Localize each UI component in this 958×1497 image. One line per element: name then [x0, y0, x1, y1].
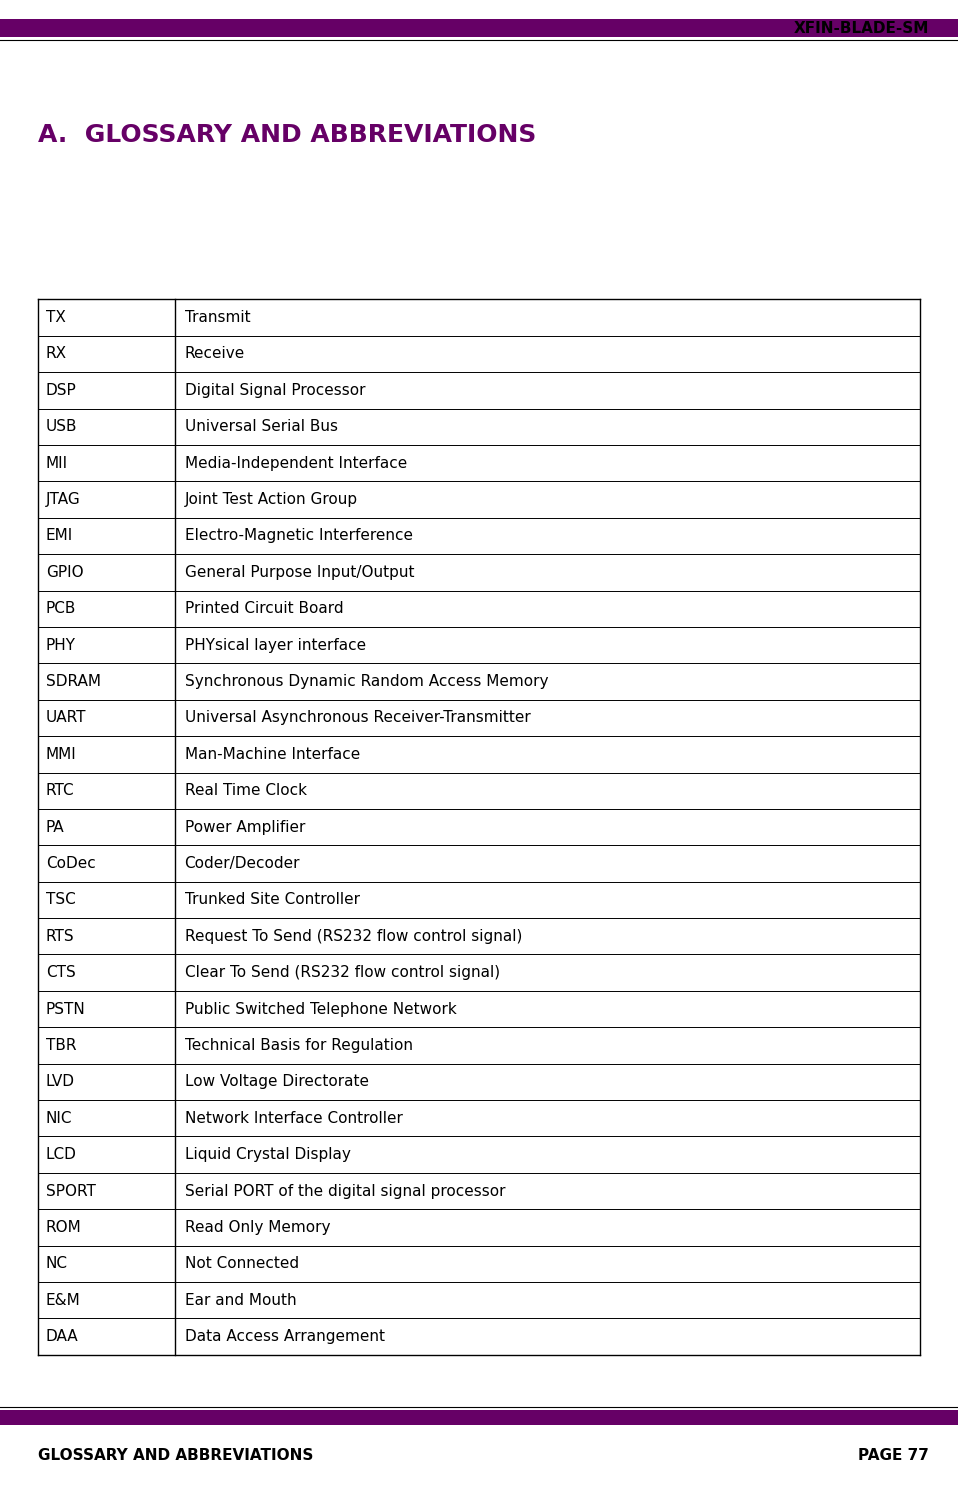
Text: RX: RX — [46, 346, 67, 361]
Text: UART: UART — [46, 711, 86, 726]
Text: Man-Machine Interface: Man-Machine Interface — [185, 747, 360, 762]
Text: Printed Circuit Board: Printed Circuit Board — [185, 602, 343, 617]
Text: A.  GLOSSARY AND ABBREVIATIONS: A. GLOSSARY AND ABBREVIATIONS — [38, 123, 536, 147]
Text: RTS: RTS — [46, 928, 75, 943]
Text: PHY: PHY — [46, 638, 76, 653]
Text: PHYsical layer interface: PHYsical layer interface — [185, 638, 366, 653]
Text: PCB: PCB — [46, 602, 77, 617]
Text: MII: MII — [46, 455, 68, 470]
Text: JTAG: JTAG — [46, 493, 80, 507]
Text: Serial PORT of the digital signal processor: Serial PORT of the digital signal proces… — [185, 1184, 505, 1199]
Text: RTC: RTC — [46, 783, 75, 798]
Text: CTS: CTS — [46, 966, 76, 981]
Text: DAA: DAA — [46, 1329, 79, 1344]
Text: Network Interface Controller: Network Interface Controller — [185, 1111, 402, 1126]
Text: Ear and Mouth: Ear and Mouth — [185, 1293, 296, 1308]
Text: E&M: E&M — [46, 1293, 80, 1308]
Bar — [0, 1410, 958, 1425]
Text: DSP: DSP — [46, 383, 77, 398]
Text: Power Amplifier: Power Amplifier — [185, 819, 305, 835]
Text: Not Connected: Not Connected — [185, 1256, 299, 1271]
Text: Electro-Magnetic Interference: Electro-Magnetic Interference — [185, 528, 413, 543]
Text: SPORT: SPORT — [46, 1184, 96, 1199]
Text: Digital Signal Processor: Digital Signal Processor — [185, 383, 365, 398]
Text: LCD: LCD — [46, 1147, 77, 1162]
Text: Request To Send (RS232 flow control signal): Request To Send (RS232 flow control sign… — [185, 928, 522, 943]
Text: Media-Independent Interface: Media-Independent Interface — [185, 455, 407, 470]
Text: SDRAM: SDRAM — [46, 674, 101, 689]
Text: Technical Basis for Regulation: Technical Basis for Regulation — [185, 1037, 413, 1052]
Text: Transmit: Transmit — [185, 310, 250, 325]
Text: Synchronous Dynamic Random Access Memory: Synchronous Dynamic Random Access Memory — [185, 674, 548, 689]
Text: Universal Serial Bus: Universal Serial Bus — [185, 419, 337, 434]
Text: Read Only Memory: Read Only Memory — [185, 1220, 330, 1235]
Text: NIC: NIC — [46, 1111, 73, 1126]
Text: CoDec: CoDec — [46, 856, 96, 871]
Bar — [0, 19, 958, 37]
Text: PSTN: PSTN — [46, 1001, 85, 1016]
Text: PAGE 77: PAGE 77 — [858, 1448, 929, 1463]
Text: TBR: TBR — [46, 1037, 77, 1052]
Text: EMI: EMI — [46, 528, 73, 543]
Text: Clear To Send (RS232 flow control signal): Clear To Send (RS232 flow control signal… — [185, 966, 500, 981]
Text: USB: USB — [46, 419, 78, 434]
Text: XFIN-BLADE-SM: XFIN-BLADE-SM — [794, 21, 929, 36]
Text: Data Access Arrangement: Data Access Arrangement — [185, 1329, 384, 1344]
Text: NC: NC — [46, 1256, 68, 1271]
Text: TX: TX — [46, 310, 66, 325]
Text: GLOSSARY AND ABBREVIATIONS: GLOSSARY AND ABBREVIATIONS — [38, 1448, 313, 1463]
Text: Joint Test Action Group: Joint Test Action Group — [185, 493, 357, 507]
Text: PA: PA — [46, 819, 64, 835]
Text: LVD: LVD — [46, 1075, 75, 1090]
Text: GPIO: GPIO — [46, 564, 83, 579]
Text: Receive: Receive — [185, 346, 244, 361]
Text: ROM: ROM — [46, 1220, 81, 1235]
Text: Coder/Decoder: Coder/Decoder — [185, 856, 300, 871]
Text: Trunked Site Controller: Trunked Site Controller — [185, 892, 359, 907]
Text: Low Voltage Directorate: Low Voltage Directorate — [185, 1075, 369, 1090]
Text: General Purpose Input/Output: General Purpose Input/Output — [185, 564, 414, 579]
Text: Public Switched Telephone Network: Public Switched Telephone Network — [185, 1001, 456, 1016]
Text: Universal Asynchronous Receiver-Transmitter: Universal Asynchronous Receiver-Transmit… — [185, 711, 531, 726]
Text: Liquid Crystal Display: Liquid Crystal Display — [185, 1147, 351, 1162]
Text: MMI: MMI — [46, 747, 77, 762]
Text: Real Time Clock: Real Time Clock — [185, 783, 307, 798]
Text: TSC: TSC — [46, 892, 76, 907]
